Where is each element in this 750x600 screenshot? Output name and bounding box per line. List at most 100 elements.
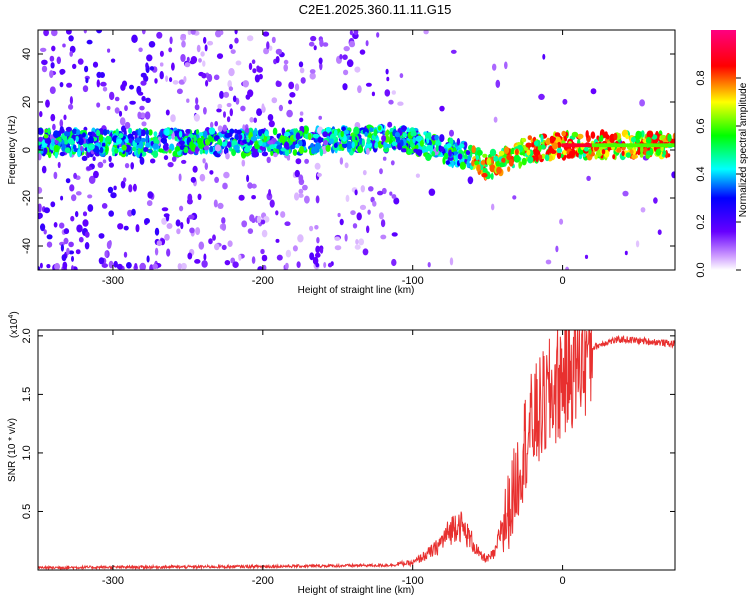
spectrogram-cell [657,229,662,235]
spectrogram-cell [180,222,184,230]
spectrogram-cell [294,192,300,201]
spectrogram-cell [216,108,222,113]
spectrogram-cell [264,130,269,137]
spectrogram-cell [49,55,55,62]
spectrogram-cell [53,222,58,228]
spectrogram-cell [313,45,317,51]
spectrogram-cell [194,104,200,111]
spectrogram-cell [222,124,228,132]
spectrogram-cell [169,143,175,152]
spectrogram-cell [134,137,142,144]
spectrogram-y-tick-label: -40 [21,238,33,254]
spectrogram-cell [394,131,400,138]
spectrogram-cell [344,233,348,242]
spectrogram-cell [213,199,218,208]
spectrogram-cell [671,171,675,179]
spectrogram-cell [131,208,136,216]
spectrogram-cell [146,200,153,207]
spectrogram-cell [285,262,289,270]
spectrogram-cell [672,132,675,141]
snr-x-tick-label: 0 [560,575,566,587]
spectrogram-cell [378,212,384,220]
spectrogram-cell [458,149,464,155]
spectrogram-cell [481,172,488,178]
spectrogram-cell [316,237,320,244]
spectrogram-cell [616,148,622,153]
spectrogram-cell [369,127,374,133]
spectrogram-cell [530,142,535,148]
spectrogram-cell [154,78,158,84]
spectrogram-cell [254,74,260,83]
spectrogram-cell [110,58,116,63]
spectrogram-cell [299,146,305,154]
spectrogram-cell [83,30,87,34]
spectrogram-cell [377,125,382,131]
spectrogram-cell [102,86,108,92]
spectrogram-cell [116,138,123,145]
spectrogram-cell [343,129,349,135]
spectrogram-cell [298,61,304,68]
spectrogram-cell [292,245,298,252]
spectrogram-cell [226,116,231,123]
spectrogram-cell [283,59,289,65]
spectrogram-cell [439,105,445,112]
spectrogram-cell [285,249,292,258]
spectrogram-cell [205,80,209,87]
snr-x-tick-label: -200 [252,575,274,587]
spectrogram-cell [86,166,93,171]
spectrogram-cell [221,223,227,231]
spectrogram-cell [132,183,137,192]
spectrogram-cell [152,150,159,158]
spectrogram-cell [108,260,114,269]
spectrogram-cell [164,233,170,241]
spectrogram-cell [480,160,486,166]
spectrogram-cell [235,60,242,66]
spectrogram-cell [192,165,198,173]
spectrogram-cell [150,158,156,164]
spectrogram-cell [143,147,149,152]
spectrogram-cell [312,133,320,139]
spectrogram-cell [106,105,111,111]
spectrogram-cell [185,129,191,134]
spectrogram-cell [385,130,389,138]
spectrogram-cell [228,68,235,77]
spectrogram-cell [533,140,539,146]
spectrogram-cell [283,64,289,72]
spectrogram-cell [415,173,420,178]
spectrogram-cell [590,131,596,139]
spectrogram-cell [343,46,350,52]
spectrogram-cell [512,195,517,200]
spectrogram-cell [380,234,387,240]
spectrogram-cell [188,214,195,220]
spectrogram-cell [379,168,383,175]
spectrogram-cell [419,139,424,147]
spectrogram-y-tick-label: 40 [21,48,33,60]
spectrogram-cell [112,152,116,157]
spectrogram-cell [59,68,66,75]
spectrogram-cell [238,194,245,201]
spectrogram-cell [50,113,56,122]
spectrogram-cell [257,266,264,270]
spectrogram-cell [339,157,344,165]
spectrogram-cell [427,262,431,268]
spectrogram-cell [174,136,178,141]
spectrogram-cell [175,219,181,227]
spectrogram-cell [248,62,253,70]
spectrogram-cell [612,154,616,160]
spectrogram-cell [415,135,422,142]
spectrogram-cell [222,182,228,190]
spectrogram-cell [204,162,208,170]
spectrogram-cell [431,151,436,157]
colorbar-tick-label: 0.0 [695,262,707,277]
spectrogram-cell [346,141,353,150]
spectrogram-cell [84,242,90,250]
spectrogram-cell [41,65,48,73]
spectrogram-cell [276,133,281,139]
spectrogram-cell [361,138,365,147]
spectrogram-cell [53,130,60,139]
spectrogram-cell [114,107,120,114]
spectrogram-cell [129,84,134,90]
spectrogram-cell [527,135,532,141]
spectrogram-cell [164,142,169,148]
spectrogram-cell [54,151,58,159]
